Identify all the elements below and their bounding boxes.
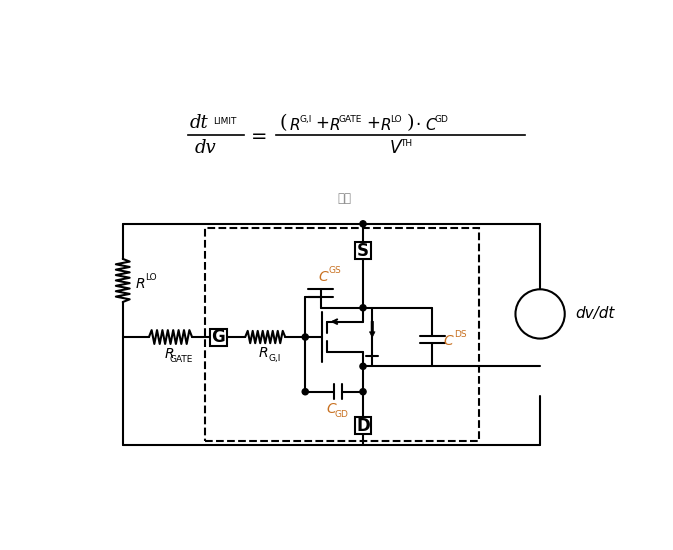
Text: $R$: $R$ — [329, 117, 341, 133]
Text: G: G — [211, 328, 225, 346]
Circle shape — [302, 334, 308, 340]
Text: $R$: $R$ — [289, 117, 300, 133]
Circle shape — [516, 289, 565, 339]
Text: $C$: $C$ — [318, 270, 330, 284]
Bar — [210, 328, 227, 345]
Text: LIMIT: LIMIT — [213, 117, 237, 126]
Circle shape — [360, 305, 366, 311]
Text: dv/dt: dv/dt — [575, 306, 615, 321]
Text: D: D — [356, 416, 370, 435]
Circle shape — [360, 389, 366, 395]
Text: $C$: $C$ — [326, 402, 338, 416]
Text: +: + — [366, 114, 380, 132]
Text: $R$: $R$ — [164, 347, 174, 361]
Bar — [205, 228, 479, 441]
Text: TH: TH — [400, 139, 413, 148]
Text: GATE: GATE — [339, 114, 362, 124]
Text: G,I: G,I — [269, 354, 281, 363]
Text: $C$: $C$ — [425, 117, 437, 133]
Text: ): ) — [406, 114, 414, 132]
Text: $R$: $R$ — [135, 277, 145, 292]
Circle shape — [360, 221, 366, 227]
Text: DS: DS — [454, 330, 467, 339]
Text: GD: GD — [334, 410, 348, 419]
Text: (: ( — [280, 114, 287, 132]
Text: +: + — [315, 114, 329, 132]
Text: G,I: G,I — [299, 114, 312, 124]
Circle shape — [302, 389, 308, 395]
Text: $R$: $R$ — [380, 117, 391, 133]
Bar — [355, 417, 371, 434]
Text: dt: dt — [190, 114, 209, 132]
Text: LO: LO — [145, 273, 156, 282]
Text: GD: GD — [435, 114, 448, 124]
Text: 图五: 图五 — [338, 192, 351, 205]
Text: dv: dv — [194, 139, 216, 157]
Circle shape — [360, 363, 366, 370]
Bar — [355, 243, 371, 259]
Text: $C$: $C$ — [444, 334, 455, 348]
Text: GS: GS — [329, 266, 342, 276]
Text: ·: · — [415, 116, 421, 134]
Text: LO: LO — [390, 114, 402, 124]
Text: GATE: GATE — [170, 355, 193, 364]
Text: =: = — [251, 128, 267, 146]
Text: $V$: $V$ — [388, 139, 403, 157]
Text: $R$: $R$ — [258, 346, 268, 360]
Text: S: S — [357, 242, 369, 260]
